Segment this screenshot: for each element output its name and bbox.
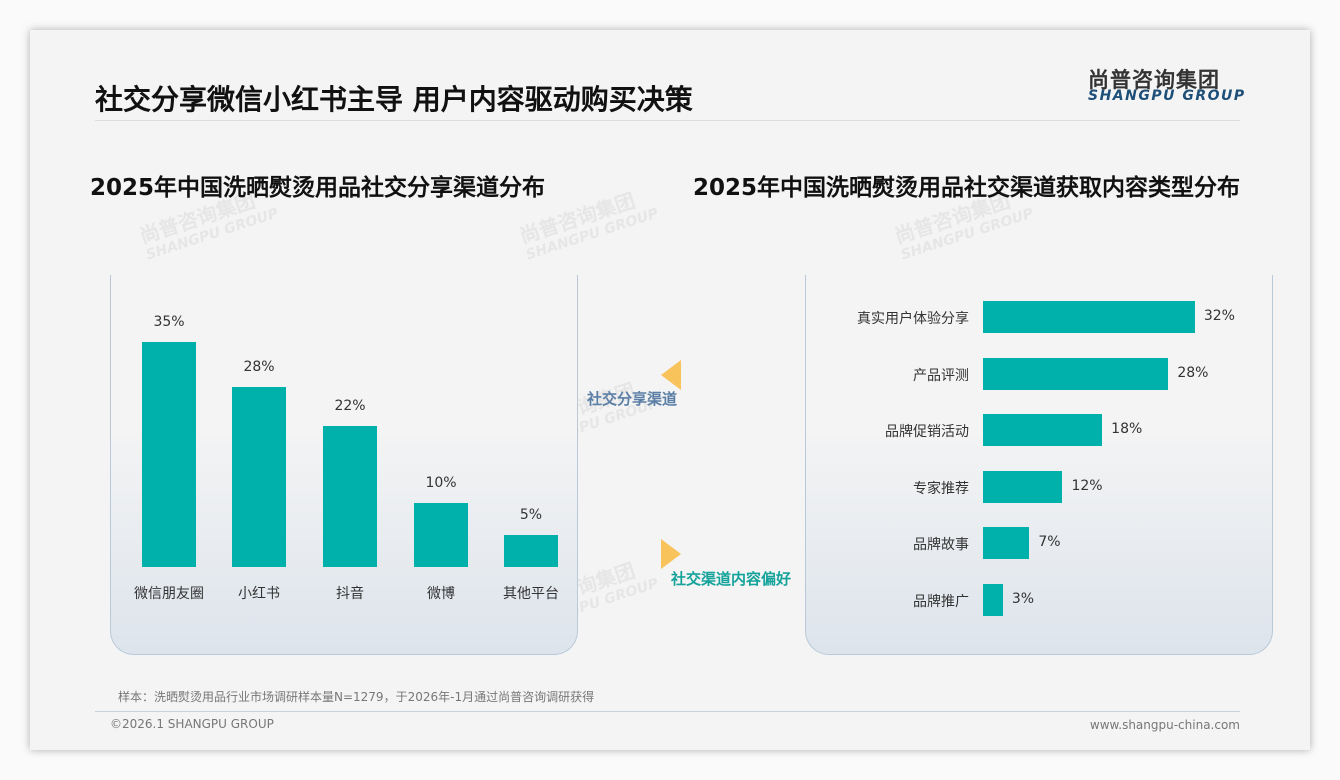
category-label: 小红书 [238, 586, 280, 602]
category-label: 专家推荐 [913, 480, 969, 497]
data-label: 28% [243, 358, 275, 375]
data-label: 18% [1111, 421, 1143, 438]
bar [983, 584, 1003, 616]
copyright: ©2026.1 SHANGPU GROUP [110, 717, 274, 731]
footer-divider [95, 711, 1240, 712]
website-link[interactable]: www.shangpu-china.com [1089, 718, 1240, 732]
left-arrow-icon [661, 360, 681, 390]
category-label: 抖音 [336, 586, 364, 602]
bar [414, 502, 468, 567]
category-label: 品牌促销活动 [885, 424, 969, 441]
page-title: 社交分享微信小红书主导 用户内容驱动购买决策 [95, 83, 693, 116]
logo-chinese: 尚普咨询集团 [1088, 68, 1220, 92]
bar [232, 386, 286, 567]
category-label: 其他平台 [503, 586, 559, 602]
data-label: 35% [153, 313, 185, 330]
bar [323, 425, 377, 567]
right-arrow-icon [661, 539, 681, 569]
bar [983, 357, 1169, 390]
data-label: 3% [1011, 591, 1035, 607]
right-chart-panel [805, 275, 1273, 655]
category-label: 品牌故事 [913, 537, 969, 554]
bar [983, 470, 1063, 503]
data-label: 22% [334, 397, 366, 414]
bar [504, 534, 558, 567]
category-label: 真实用户体验分享 [857, 311, 969, 327]
data-label: 32% [1203, 308, 1235, 324]
category-label: 微博 [427, 586, 455, 602]
right-chart-title: 2025年中国洗晒熨烫用品社交渠道获取内容类型分布 [693, 175, 1241, 201]
data-label: 10% [425, 474, 457, 491]
connector-label-right: 社交渠道内容偏好 [671, 570, 792, 588]
data-label: 28% [1177, 364, 1209, 381]
connector-label-left: 社交分享渠道 [587, 390, 678, 408]
bar [142, 341, 196, 567]
bar [983, 527, 1030, 560]
left-chart-title: 2025年中国洗晒熨烫用品社交分享渠道分布 [90, 175, 546, 201]
bar [983, 414, 1103, 447]
sample-note: 样本：洗晒熨烫用品行业市场调研样本量N=1279，于2026年-1月通过尚普咨询… [118, 690, 595, 704]
data-label: 12% [1071, 477, 1103, 494]
slide: 尚普咨询集团 SHANGPU GROUP 尚普咨询集团 SHANGPU GROUP 尚普… [30, 30, 1310, 750]
data-label: 7% [1038, 534, 1061, 551]
category-label: 产品评测 [913, 367, 969, 384]
bar [983, 301, 1195, 333]
category-label: 微信朋友圈 [134, 586, 204, 602]
logo-english: SHANGPU GROUP [1088, 88, 1246, 104]
data-label: 5% [519, 506, 543, 523]
divider [95, 120, 1240, 121]
category-label: 品牌推广 [913, 594, 969, 610]
